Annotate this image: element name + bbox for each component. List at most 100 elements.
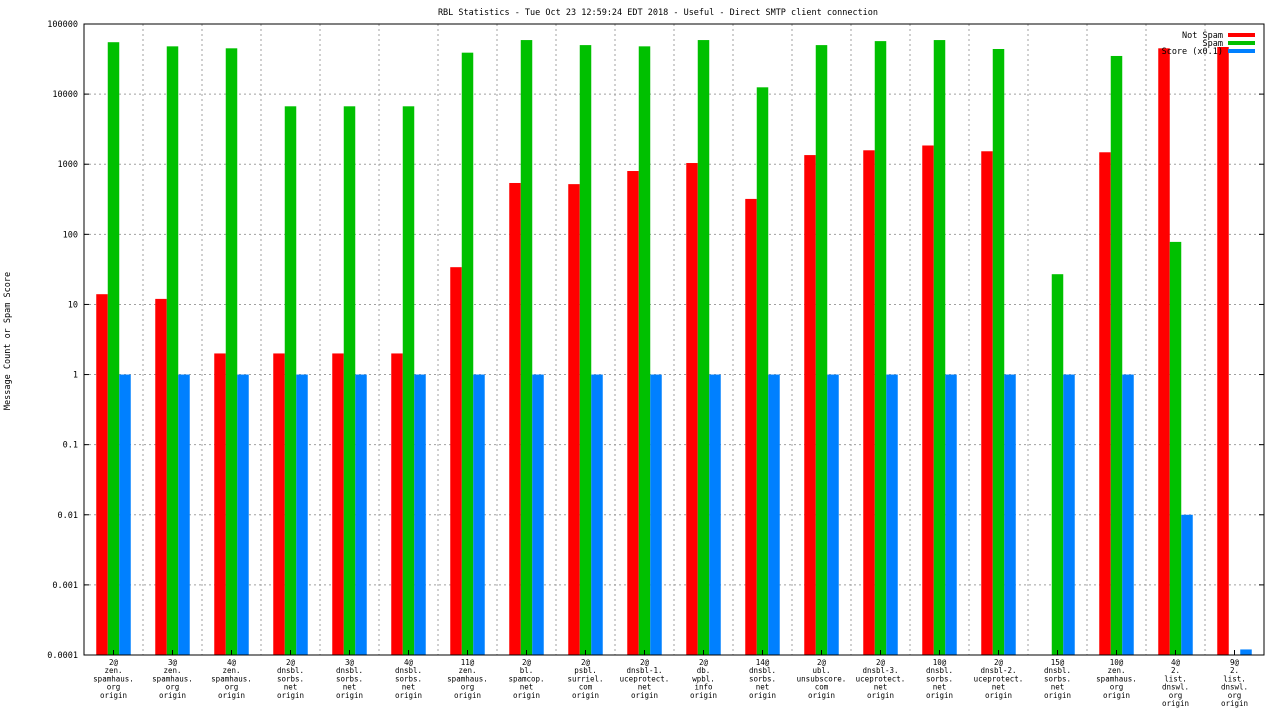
x-tick-label: 3@ [168, 658, 178, 667]
bar [1169, 241, 1182, 656]
bar [402, 106, 415, 656]
x-tick-label: psbl. [574, 666, 597, 675]
x-tick-label: origin [631, 691, 658, 700]
x-tick-label: dnsbl-3. [862, 666, 898, 675]
chart-title: RBL Statistics - Tue Oct 23 12:59:24 EDT… [438, 8, 878, 18]
bar [343, 106, 356, 656]
x-tick-label: 4@ [1171, 658, 1181, 667]
x-tick-label: dnswl. [1162, 683, 1189, 692]
y-tick-label: 0.01 [58, 511, 78, 521]
x-tick-label: net [343, 683, 357, 692]
legend-swatch [1228, 41, 1255, 45]
bar [296, 374, 308, 655]
x-tick-label: 2@ [640, 658, 650, 667]
x-tick-label: surriel. [567, 674, 603, 683]
y-tick-label: 0.0001 [47, 651, 78, 661]
bar [1063, 374, 1075, 655]
x-tick-label: spamhaus. [1096, 674, 1137, 683]
x-tick-label: origin [690, 691, 717, 700]
x-tick-label: sorbs. [277, 674, 304, 683]
x-tick-label: net [992, 683, 1006, 692]
bar [225, 48, 238, 655]
x-tick-label: origin [926, 691, 953, 700]
x-tick-label: wpbl. [692, 674, 715, 683]
bar [933, 40, 946, 656]
x-tick-label: net [933, 683, 947, 692]
bar [591, 374, 603, 655]
x-tick-label: 9@ [1230, 658, 1240, 667]
x-tick-label: zen. [104, 666, 122, 675]
x-tick-label: ubl. [812, 666, 830, 675]
bar [697, 40, 710, 656]
x-tick-label: zen. [222, 666, 240, 675]
x-tick-label: 2@ [522, 658, 532, 667]
x-tick-label: spamcop. [508, 674, 544, 683]
x-tick-label: dnsbl. [336, 666, 363, 675]
y-axis-ticks: 0.0001 0.001 0.01 0.1 1 10 100 1000 10000 100000 [47, 20, 1264, 661]
bar [568, 184, 580, 655]
x-tick-label: org [1228, 691, 1242, 700]
x-tick-label: origin [1162, 699, 1189, 708]
bar [579, 45, 592, 656]
bar [107, 42, 120, 655]
y-tick-label: 0.1 [63, 441, 78, 451]
legend-label: Score (x0.1) [1162, 47, 1223, 57]
x-tick-label: origin [867, 691, 894, 700]
x-tick-label: info [694, 683, 713, 692]
x-tick-label: origin [454, 691, 481, 700]
x-tick-label: origin [749, 691, 776, 700]
x-tick-label: 15@ [1051, 658, 1065, 667]
x-tick-label: net [756, 683, 770, 692]
x-tick-label: 2. [1171, 666, 1180, 675]
y-tick-label: 1000 [58, 160, 78, 170]
x-tick-label: net [520, 683, 534, 692]
x-tick-label: sorbs. [749, 674, 776, 683]
legend-label: Not Spam [1182, 31, 1223, 41]
bar [391, 353, 403, 655]
x-tick-label: 4@ [227, 658, 237, 667]
x-tick-label: net [874, 683, 888, 692]
bar [627, 171, 639, 655]
x-tick-label: 2@ [817, 658, 827, 667]
bar [355, 374, 367, 655]
x-tick-label: spamhaus. [447, 674, 488, 683]
x-tick-label: uceprotect. [620, 674, 670, 683]
bar [1158, 48, 1170, 655]
x-tick-label: list. [1223, 674, 1246, 683]
x-tick-label: dnsbl-2. [980, 666, 1016, 675]
x-tick-label: origin [1103, 691, 1130, 700]
x-tick-label: dnsbl-1. [626, 666, 662, 675]
x-tick-label: org [225, 683, 239, 692]
x-tick-label: zen. [458, 666, 476, 675]
bar [1240, 649, 1252, 655]
bar [638, 46, 651, 656]
bar [815, 45, 828, 656]
x-tick-label: spamhaus. [93, 674, 134, 683]
x-tick-label: origin [277, 691, 304, 700]
bar [886, 374, 898, 655]
x-tick-label: dnsbl. [395, 666, 422, 675]
bar [166, 46, 179, 656]
x-tick-label: origin [1221, 699, 1248, 708]
y-tick-label: 100000 [47, 20, 78, 30]
bar [827, 374, 839, 655]
x-tick-label: 11@ [461, 658, 475, 667]
x-tick-label: dnsbl. [749, 666, 776, 675]
bar [532, 374, 544, 655]
x-tick-label: 2@ [876, 658, 886, 667]
bar [709, 374, 721, 655]
x-tick-label: 10@ [1110, 658, 1124, 667]
x-tick-label: org [461, 683, 475, 692]
x-tick-label: org [1110, 683, 1124, 692]
bar [96, 294, 108, 655]
x-tick-label: 2. [1230, 666, 1239, 675]
x-tick-label: dnsbl. [277, 666, 304, 675]
x-tick-label: sorbs. [395, 674, 422, 683]
bar [332, 353, 344, 655]
x-tick-label: net [638, 683, 652, 692]
x-tick-label: dnsbl. [1044, 666, 1071, 675]
y-tick-label: 10000 [52, 90, 78, 100]
x-tick-label: com [579, 683, 593, 692]
